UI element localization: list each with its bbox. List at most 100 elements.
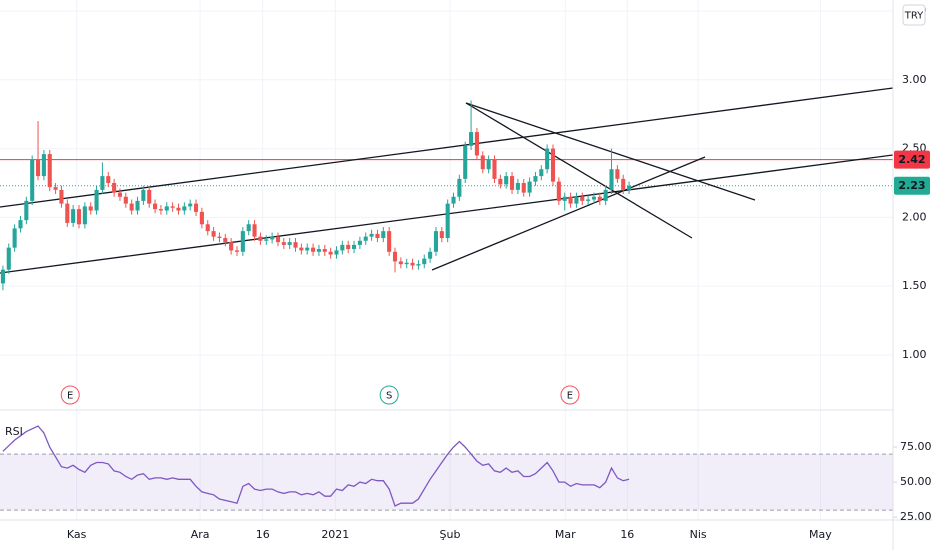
candle-body — [322, 249, 327, 252]
candle-body — [509, 176, 515, 190]
candle-body — [147, 189, 152, 204]
rsi-title: RSI — [5, 425, 23, 438]
candle-body — [340, 244, 345, 251]
trend-line[interactable] — [465, 102, 756, 201]
y-tick-label: 3.00 — [902, 73, 927, 86]
candle-body — [176, 207, 181, 211]
candle-body — [240, 231, 245, 252]
currency-box[interactable] — [902, 4, 926, 26]
candle-body — [311, 247, 316, 252]
candle-body — [480, 155, 485, 170]
candle-body — [527, 181, 532, 193]
event-label: E — [67, 391, 73, 402]
candle-body — [568, 196, 573, 204]
price-label-box — [894, 150, 930, 169]
x-tick-label: May — [809, 528, 832, 541]
trend-line[interactable] — [431, 156, 706, 271]
candle-body — [135, 200, 140, 211]
event-marker[interactable] — [60, 385, 80, 405]
candle-body — [30, 159, 35, 201]
y-tick-label: 1.50 — [902, 279, 927, 292]
candle-body — [574, 196, 579, 204]
candle-body — [492, 159, 497, 179]
candle-body — [82, 206, 87, 225]
candle-body — [12, 228, 17, 248]
candle-body — [264, 239, 269, 241]
candle-body — [627, 185, 632, 190]
event-marker[interactable] — [560, 385, 580, 405]
candle-body — [100, 176, 105, 190]
candle-body — [129, 203, 134, 211]
rsi-tick-label: 25.00 — [900, 510, 932, 523]
candle-body — [533, 176, 538, 182]
candle-body — [94, 189, 99, 211]
candle-body — [463, 145, 468, 179]
candle-body — [106, 176, 111, 183]
currency[interactable]: TRY — [904, 11, 924, 22]
candle-body — [621, 178, 626, 190]
candle-body — [117, 192, 123, 197]
candle-body — [556, 181, 561, 201]
candle-body — [182, 206, 187, 211]
candle-body — [545, 148, 550, 170]
candle-body — [188, 203, 193, 207]
x-tick-label: Kas — [67, 528, 87, 541]
candle-body — [223, 238, 228, 243]
candle-body — [275, 236, 281, 243]
candle-body — [65, 203, 70, 223]
candle-body — [334, 250, 339, 255]
price-label: 2.42 — [898, 153, 925, 166]
candle-body — [199, 211, 204, 225]
candle-body — [591, 196, 597, 200]
candle-body — [521, 182, 526, 193]
candle-body — [258, 236, 263, 241]
x-tick-label: Mar — [555, 528, 576, 541]
candle-body — [112, 182, 117, 193]
candle-body — [217, 236, 222, 239]
candle-body — [445, 203, 450, 239]
candle-body — [609, 169, 614, 190]
event-marker[interactable] — [379, 385, 399, 405]
x-tick-label: 2021 — [321, 528, 349, 541]
candle-body — [76, 209, 82, 225]
candle-body — [603, 189, 608, 201]
candle-body — [305, 247, 310, 251]
candle-body — [287, 242, 292, 245]
candle-body — [433, 231, 439, 252]
candle-body — [410, 262, 415, 266]
y-tick-label: 2.00 — [902, 210, 927, 223]
trend-line[interactable] — [465, 102, 693, 239]
candle-body — [153, 203, 158, 210]
candle-body — [504, 176, 509, 185]
candle-body — [47, 154, 52, 188]
candle-body — [193, 203, 199, 212]
y-tick-label: 1.00 — [902, 348, 927, 361]
candle-body — [404, 262, 409, 265]
candle-body — [539, 169, 544, 177]
rsi-band — [0, 454, 893, 511]
x-tick-label: 16 — [256, 528, 270, 541]
candle-body — [562, 196, 567, 201]
candle-body — [439, 231, 444, 239]
candle-body — [357, 240, 362, 245]
event-label: E — [567, 391, 573, 402]
candle-body — [88, 206, 93, 211]
candle-body — [0, 269, 5, 284]
price-label-box — [894, 176, 930, 195]
candle-body — [328, 251, 333, 255]
axes: 1.001.502.002.503.003.50KasAra162021ŞubM… — [67, 4, 932, 541]
candle-body — [398, 261, 403, 265]
candle-body — [580, 196, 585, 201]
candle-body — [170, 206, 175, 208]
candle-body — [41, 154, 46, 177]
candle-body — [234, 250, 240, 252]
candle-body — [615, 169, 620, 179]
candle-body — [299, 247, 304, 251]
candle-body — [416, 264, 421, 266]
candle-body — [428, 251, 433, 259]
rsi-pane — [0, 425, 897, 518]
candle-body — [6, 247, 11, 270]
candle-body — [422, 258, 427, 265]
event-label: S — [386, 391, 392, 402]
